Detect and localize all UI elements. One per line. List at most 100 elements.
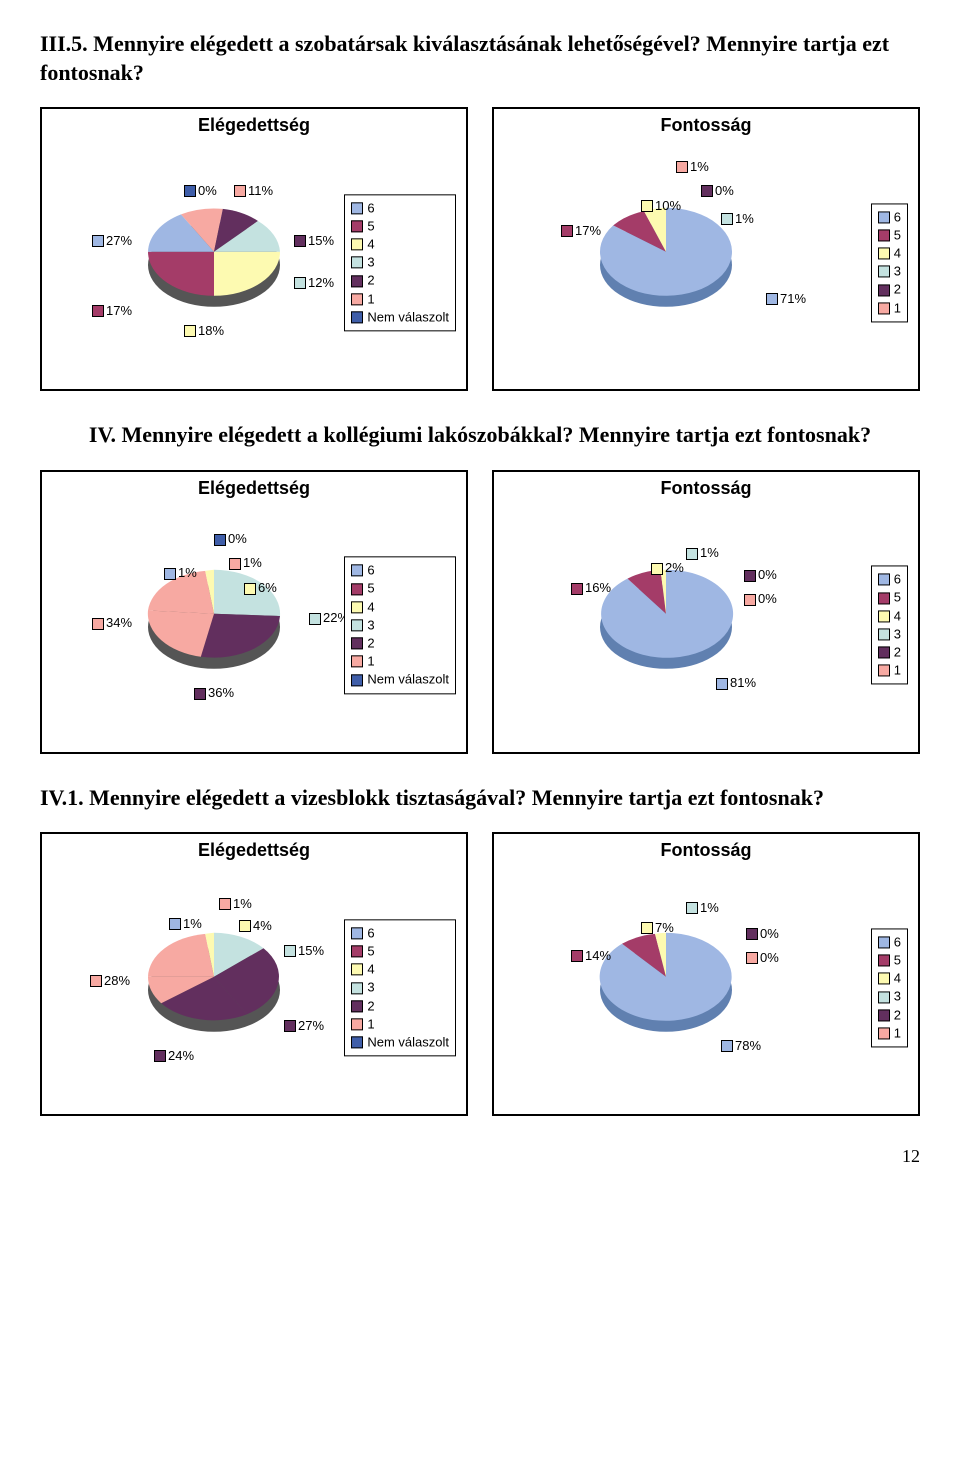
legend-item: 1 xyxy=(894,662,901,680)
pie-label: 0% xyxy=(228,531,247,546)
row-section-3: Elégedettség 1% 1% 4% 15% xyxy=(40,832,920,1116)
legend-item: 1 xyxy=(367,1015,374,1033)
panel-body: 1% 2% 16% 0% 0% 81% 6 5 4 3 2 1 xyxy=(494,499,918,752)
pie-label: 6% xyxy=(258,580,277,595)
panel-elegedettseg-3: Elégedettség 1% 1% 4% 15% xyxy=(40,832,468,1116)
legend-item: 3 xyxy=(894,263,901,281)
pie-label: 10% xyxy=(655,198,681,213)
pie-label: 36% xyxy=(208,685,234,700)
legend-item: 1 xyxy=(894,299,901,317)
pie-label: 27% xyxy=(106,233,132,248)
panel-title: Elégedettség xyxy=(198,115,310,136)
legend-item: 1 xyxy=(894,1024,901,1042)
legend-box: 6 5 4 3 2 1 xyxy=(871,203,908,322)
panel-body: 1% 7% 14% 0% 0% 78% 6 5 4 3 2 1 xyxy=(494,861,918,1114)
pie-label: 1% xyxy=(735,211,754,226)
pie-chart: 1% 0% 1% 10% 17% 71% xyxy=(556,163,856,363)
legend-item: 6 xyxy=(894,571,901,589)
pie-label: 17% xyxy=(575,223,601,238)
row-section-1: Elégedettség 27% 17% 18% xyxy=(40,107,920,391)
legend-item: 5 xyxy=(367,942,374,960)
pie-label: 0% xyxy=(715,183,734,198)
legend-item: 2 xyxy=(367,272,374,290)
pie-label: 0% xyxy=(760,926,779,941)
row-section-2: Elégedettség 0% 1% 1% 6% 2 2% xyxy=(40,470,920,754)
panel-title: Fontosság xyxy=(660,115,751,136)
page-number: 12 xyxy=(40,1146,920,1167)
legend-item: Nem válaszolt xyxy=(367,308,449,326)
pie-label: 71% xyxy=(780,291,806,306)
heading-section-1: III.5. Mennyire elégedett a szobatársak … xyxy=(40,30,920,87)
legend-item: 1 xyxy=(367,653,374,671)
pie-label: 1% xyxy=(178,565,197,580)
pie-label: 1% xyxy=(700,900,719,915)
panel-title: Fontosság xyxy=(660,840,751,861)
pie-label: 14% xyxy=(585,948,611,963)
legend-item: 2 xyxy=(894,643,901,661)
legend-item: 5 xyxy=(894,226,901,244)
legend-item: 3 xyxy=(894,625,901,643)
pie-label: 17% xyxy=(106,303,132,318)
legend-item: 2 xyxy=(894,281,901,299)
legend-item: 6 xyxy=(367,562,374,580)
pie-label: 0% xyxy=(758,591,777,606)
pie-label: 15% xyxy=(308,233,334,248)
legend-item: 5 xyxy=(367,217,374,235)
panel-fontossag-2: Fontosság 1% 2% 16% 0% 0% 81% xyxy=(492,470,920,754)
pie-label: 1% xyxy=(243,555,262,570)
pie-chart: 1% 2% 16% 0% 0% 81% xyxy=(556,525,856,725)
legend-item: 2 xyxy=(367,634,374,652)
pie-label: 0% xyxy=(758,567,777,582)
legend-item: 2 xyxy=(367,997,374,1015)
legend-item: 6 xyxy=(894,208,901,226)
legend-item: Nem válaszolt xyxy=(367,1033,449,1051)
pie-label: 78% xyxy=(735,1038,761,1053)
pie-label: 11% xyxy=(248,183,273,198)
legend-box: 6 5 4 3 2 1 xyxy=(871,928,908,1047)
legend-item: 3 xyxy=(367,616,374,634)
legend-item: 4 xyxy=(367,235,374,253)
panel-title: Elégedettség xyxy=(198,840,310,861)
pie-label: 1% xyxy=(700,545,719,560)
legend-item: 6 xyxy=(367,924,374,942)
pie-label: 27% xyxy=(298,1018,324,1033)
panel-elegedettseg-2: Elégedettség 0% 1% 1% 6% 22% xyxy=(40,470,468,754)
panel-title: Fontosság xyxy=(660,478,751,499)
legend-box: 6 5 4 3 2 1 Nem válaszolt xyxy=(344,919,456,1056)
legend-item: 6 xyxy=(894,933,901,951)
pie-label: 28% xyxy=(104,973,130,988)
panel-body: 27% 17% 18% 12% 15% 11% 0% 6 5 4 3 2 1 N… xyxy=(42,136,466,389)
pie-label: 0% xyxy=(760,950,779,965)
pie-label: 1% xyxy=(233,896,252,911)
panel-body: 1% 1% 4% 15% 27% 24% 28% 6 5 4 3 2 1 Nem… xyxy=(42,861,466,1114)
pie-label: 0% xyxy=(198,183,217,198)
legend-item: 1 xyxy=(367,290,374,308)
legend-item: 5 xyxy=(894,952,901,970)
legend-item: 4 xyxy=(894,607,901,625)
legend-item: 3 xyxy=(367,254,374,272)
pie-chart: 1% 7% 14% 0% 0% 78% xyxy=(556,888,856,1088)
pie-label: 24% xyxy=(168,1048,194,1063)
legend-item: 3 xyxy=(894,988,901,1006)
panel-fontossag-1: Fontosság 1% 0% 1% 10% 17% 71% xyxy=(492,107,920,391)
legend-box: 6 5 4 3 2 1 xyxy=(871,566,908,685)
legend-item: 5 xyxy=(894,589,901,607)
pie-label: 81% xyxy=(730,675,756,690)
panel-title: Elégedettség xyxy=(198,478,310,499)
pie-label: 4% xyxy=(253,918,272,933)
pie-label: 34% xyxy=(106,615,132,630)
legend-item: 4 xyxy=(367,598,374,616)
pie-label: 1% xyxy=(183,916,202,931)
pie-label: 15% xyxy=(298,943,324,958)
panel-body: 0% 1% 1% 6% 22% 36% 34% 6 5 4 3 2 1 Nem … xyxy=(42,499,466,752)
legend-box: 6 5 4 3 2 1 Nem válaszolt xyxy=(344,194,456,331)
legend-item: 5 xyxy=(367,580,374,598)
heading-section-3: IV.1. Mennyire elégedett a vizesblokk ti… xyxy=(40,784,920,813)
panel-fontossag-3: Fontosság 1% 7% 14% 0% 0% 78% xyxy=(492,832,920,1116)
pie-label: 2% xyxy=(665,560,684,575)
legend-item: 4 xyxy=(894,970,901,988)
legend-item: 2 xyxy=(894,1006,901,1024)
legend-item: Nem válaszolt xyxy=(367,671,449,689)
pie-label: 18% xyxy=(198,323,224,338)
heading-section-2: IV. Mennyire elégedett a kollégiumi lakó… xyxy=(40,421,920,450)
